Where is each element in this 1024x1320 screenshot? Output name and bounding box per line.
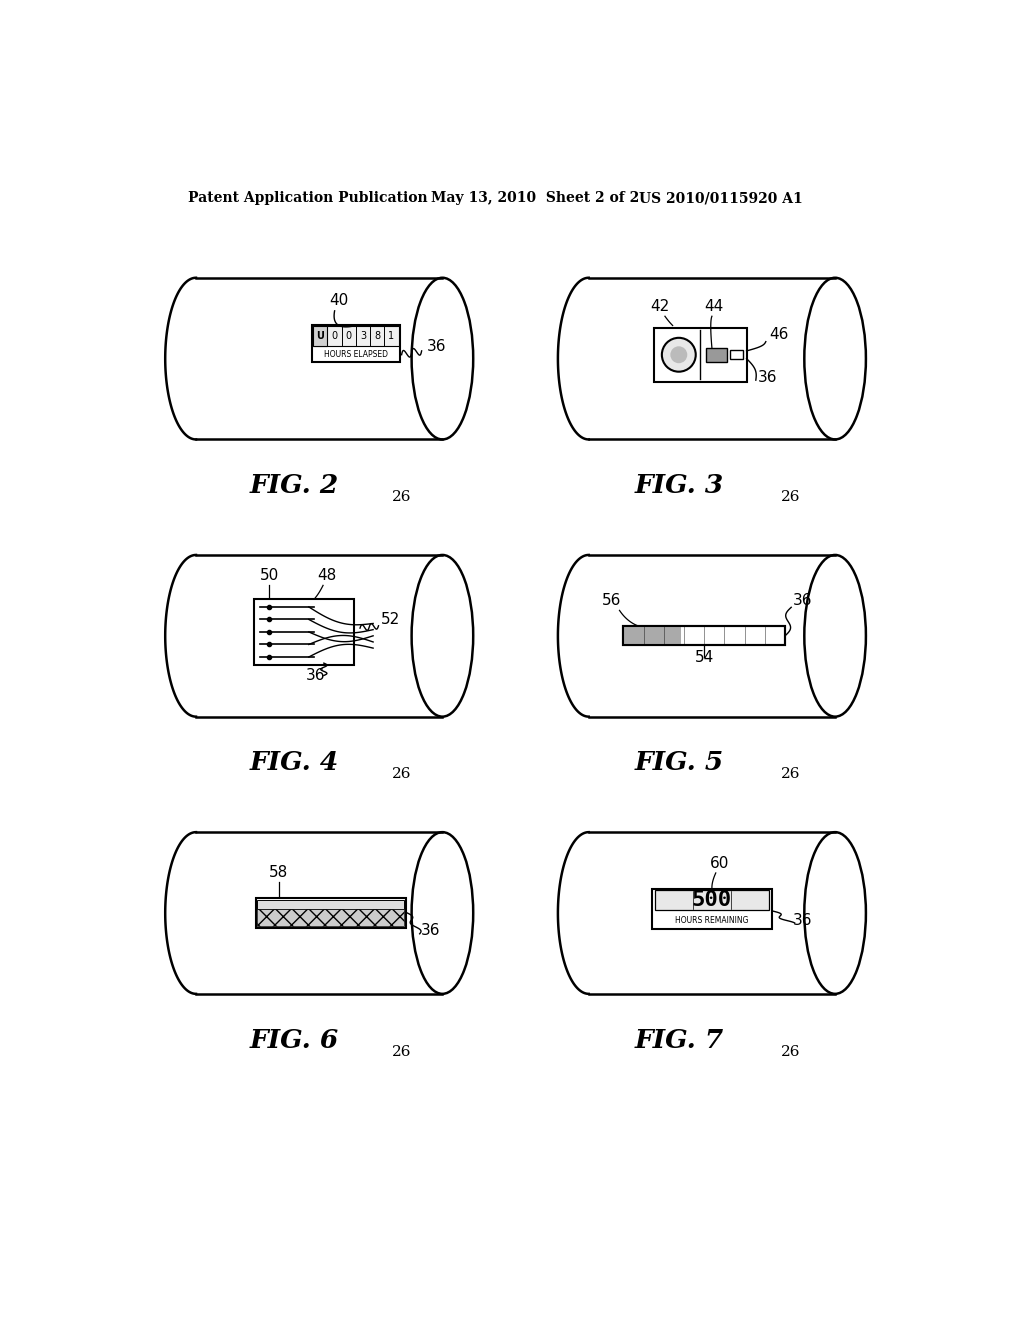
Ellipse shape [412, 554, 473, 717]
Polygon shape [196, 277, 442, 440]
Polygon shape [589, 832, 836, 994]
Text: HOURS REMAINING: HOURS REMAINING [675, 916, 749, 925]
Text: US 2010/0115920 A1: US 2010/0115920 A1 [639, 191, 803, 206]
Text: 46: 46 [770, 327, 790, 342]
Text: HOURS ELAPSED: HOURS ELAPSED [324, 350, 388, 359]
Text: FIG. 2: FIG. 2 [250, 473, 339, 498]
Text: May 13, 2010  Sheet 2 of 2: May 13, 2010 Sheet 2 of 2 [431, 191, 639, 206]
Circle shape [671, 346, 687, 363]
Text: 44: 44 [703, 298, 723, 314]
Text: 48: 48 [317, 568, 337, 583]
Text: 52: 52 [381, 612, 400, 627]
Ellipse shape [558, 277, 620, 440]
Bar [730, 350, 742, 359]
Ellipse shape [412, 832, 473, 994]
Bar [311, 326, 400, 363]
Text: 36: 36 [758, 370, 777, 384]
Text: 36: 36 [305, 668, 325, 682]
Ellipse shape [165, 832, 226, 994]
Text: 50: 50 [259, 568, 279, 583]
Ellipse shape [165, 277, 226, 440]
Text: 26: 26 [781, 490, 801, 504]
Text: FIG. 5: FIG. 5 [635, 750, 724, 775]
Polygon shape [196, 554, 442, 717]
Text: 1: 1 [388, 331, 394, 342]
Text: Patent Application Publication: Patent Application Publication [188, 191, 428, 206]
Text: FIG. 6: FIG. 6 [250, 1027, 339, 1052]
Polygon shape [196, 832, 442, 994]
Ellipse shape [165, 554, 226, 717]
Bar [654, 890, 769, 909]
Text: 3: 3 [359, 331, 366, 342]
Polygon shape [589, 554, 836, 717]
Ellipse shape [558, 832, 620, 994]
Bar [706, 348, 727, 362]
Bar [313, 326, 398, 346]
Bar [652, 890, 772, 929]
Text: 36: 36 [793, 593, 812, 609]
Text: 0: 0 [346, 331, 351, 342]
Bar [257, 908, 404, 927]
Text: FIG. 3: FIG. 3 [635, 473, 724, 498]
Bar [313, 326, 328, 346]
Text: 58: 58 [269, 865, 289, 880]
Ellipse shape [412, 277, 473, 440]
Bar [254, 599, 354, 665]
Bar [257, 900, 404, 908]
Bar [654, 327, 746, 381]
Text: U: U [316, 331, 325, 342]
Text: 36: 36 [421, 923, 440, 939]
Text: 26: 26 [392, 767, 412, 781]
Bar [625, 627, 681, 644]
Text: 26: 26 [392, 490, 412, 504]
Polygon shape [589, 277, 836, 440]
Ellipse shape [804, 554, 866, 717]
Circle shape [662, 338, 695, 372]
Text: 26: 26 [781, 767, 801, 781]
Text: 36: 36 [427, 339, 446, 354]
Text: 42: 42 [650, 298, 669, 314]
Text: 36: 36 [794, 912, 813, 928]
Text: FIG. 4: FIG. 4 [250, 750, 339, 775]
Text: 26: 26 [781, 1044, 801, 1059]
Text: 54: 54 [694, 651, 714, 665]
Ellipse shape [804, 277, 866, 440]
Ellipse shape [558, 554, 620, 717]
Ellipse shape [804, 832, 866, 994]
Text: 60: 60 [710, 855, 729, 871]
Text: 0: 0 [332, 331, 338, 342]
Text: FIG. 7: FIG. 7 [635, 1027, 724, 1052]
Text: 8: 8 [374, 331, 380, 342]
Bar [256, 899, 406, 928]
Text: 26: 26 [392, 1044, 412, 1059]
Text: 56: 56 [602, 593, 622, 609]
Bar [624, 626, 785, 645]
Text: 40: 40 [329, 293, 348, 308]
Text: 500: 500 [692, 890, 732, 911]
Bar [624, 626, 785, 645]
